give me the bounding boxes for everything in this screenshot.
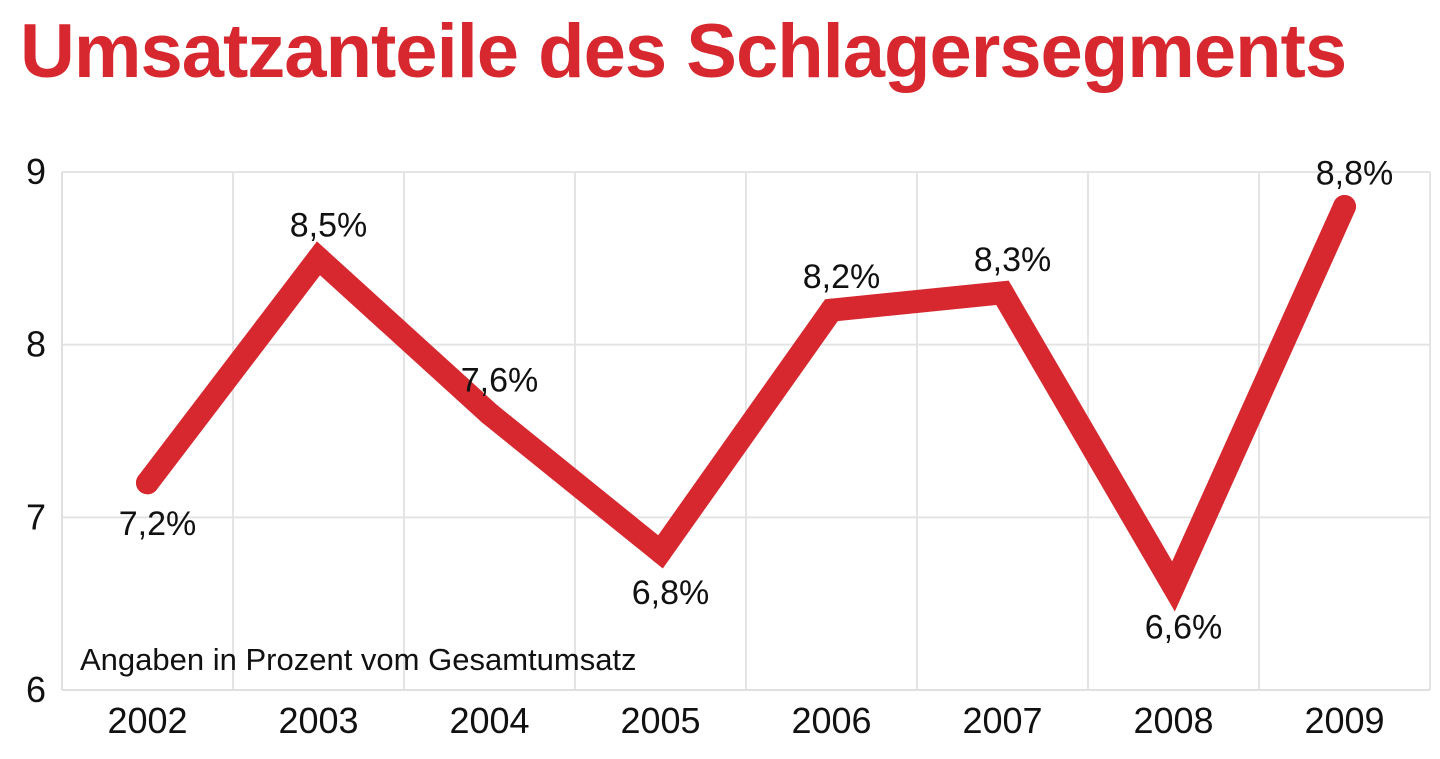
data-label: 7,6% <box>461 362 539 400</box>
data-label: 8,5% <box>290 206 368 244</box>
data-point <box>649 540 672 564</box>
chart-note: Angaben in Prozent vom Gesamtumsatz <box>80 642 637 677</box>
y-tick-label: 7 <box>26 496 46 537</box>
x-tick-label: 2007 <box>962 700 1042 741</box>
data-label: 8,3% <box>974 241 1052 279</box>
x-tick-label: 2006 <box>791 700 871 741</box>
data-point <box>1333 195 1356 219</box>
data-label: 6,6% <box>1145 608 1223 646</box>
data-point <box>820 298 843 322</box>
data-point <box>307 246 330 270</box>
x-tick-label: 2004 <box>449 700 529 741</box>
x-tick-label: 2003 <box>278 700 358 741</box>
data-label: 8,2% <box>803 258 881 296</box>
chart-title: Umsatzanteile des Schlagersegments <box>20 9 1347 94</box>
x-tick-label: 2008 <box>1133 700 1213 741</box>
y-tick-label: 6 <box>26 669 46 710</box>
y-tick-label: 9 <box>26 151 46 192</box>
series-line <box>136 195 1356 612</box>
x-tick-label: 2009 <box>1304 700 1384 741</box>
grid-layer <box>62 171 1431 690</box>
data-point <box>478 402 501 426</box>
data-point <box>991 281 1014 305</box>
data-label: 6,8% <box>632 574 710 612</box>
x-tick-label: 2005 <box>620 700 700 741</box>
y-tick-label: 8 <box>26 324 46 365</box>
data-label: 8,8% <box>1316 155 1394 193</box>
data-point <box>136 471 159 495</box>
label-layer: 7,2% 8,5% 7,6% 6,8% 8,2% 8,3% 6,6% 8,8% <box>119 155 1394 647</box>
x-tick-label: 2002 <box>107 700 187 741</box>
axis-layer: 6 7 8 9 2002 2003 2004 2005 2006 2007 2008 2009 <box>26 151 1430 741</box>
series-layer <box>136 195 1356 612</box>
data-label: 7,2% <box>119 505 197 543</box>
data-point <box>1162 574 1185 598</box>
